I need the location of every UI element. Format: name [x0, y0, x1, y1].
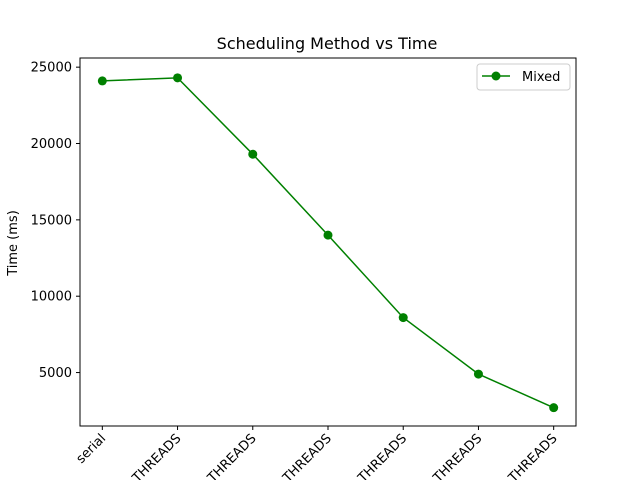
y-tick-label: 20000: [31, 137, 72, 152]
y-axis: 5000 10000 15000 20000 25000: [31, 61, 80, 381]
data-point: [549, 403, 559, 413]
plot-frame: [79, 57, 577, 427]
legend-marker-swatch: [491, 71, 501, 81]
data-point: [398, 313, 408, 323]
x-tick-label: THREADS: [204, 431, 259, 480]
x-tick-label: THREADS: [505, 431, 560, 480]
series-line: [102, 77, 554, 409]
legend-box: [476, 63, 571, 91]
data-point: [248, 149, 258, 159]
x-tick-label: THREADS: [129, 431, 184, 480]
data-point: [323, 230, 333, 240]
y-tick-label: 5000: [39, 366, 72, 381]
y-tick-label: 10000: [31, 290, 72, 305]
data-point: [97, 76, 107, 86]
x-tick-label: THREADS: [430, 431, 485, 480]
data-point: [173, 73, 183, 83]
x-tick-label: THREADS: [355, 431, 410, 480]
x-tick-label: THREADS: [280, 431, 335, 480]
legend: Mixed: [476, 63, 571, 91]
data-point: [473, 369, 483, 379]
y-tick-label: 15000: [31, 213, 72, 228]
x-tick-label: serial: [74, 431, 110, 467]
legend-label: Mixed: [522, 70, 560, 85]
series-layer: [97, 73, 559, 413]
x-axis: serial THREADS THREADS THREADS THREADS THREAD…: [74, 426, 561, 480]
chart-title: Scheduling Method vs Time: [217, 34, 438, 53]
y-axis-label: Time (ms): [6, 210, 21, 277]
y-tick-label: 25000: [31, 61, 72, 76]
